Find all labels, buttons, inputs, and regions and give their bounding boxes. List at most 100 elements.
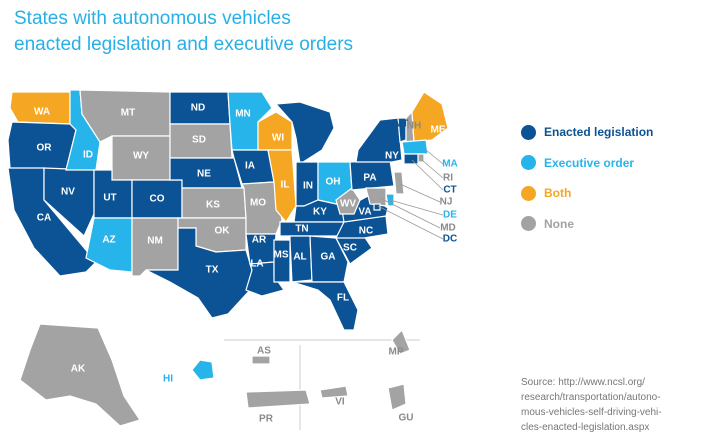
state-ga[interactable] (309, 235, 349, 283)
state-label-ks: KS (206, 200, 220, 211)
state-ct[interactable] (403, 153, 419, 165)
state-label-nh: NH (407, 121, 421, 132)
state-mp[interactable] (391, 328, 411, 355)
state-label-ct: CT (443, 185, 456, 196)
state-as[interactable] (251, 355, 271, 365)
state-label-or: OR (37, 143, 53, 154)
state-label-nm: NM (147, 236, 163, 247)
state-label-il: IL (281, 180, 290, 191)
legend-label-enacted: Enacted legislation (544, 125, 654, 140)
state-ny[interactable] (355, 117, 403, 163)
state-dc[interactable] (373, 203, 381, 211)
state-label-ut: UT (103, 193, 116, 204)
state-label-ok: OK (215, 226, 231, 237)
source-line-1: Source: http://www.ncsl.org/ (521, 377, 645, 388)
state-fl[interactable] (291, 281, 359, 331)
state-label-mt: MT (121, 108, 135, 119)
state-label-la: LA (250, 259, 263, 270)
source-note: Source: http://www.ncsl.org/ research/tr… (521, 375, 701, 435)
state-label-mi: MI (314, 153, 325, 164)
state-label-de: DE (443, 210, 457, 221)
state-label-wv: WV (340, 199, 356, 210)
state-label-nj: NJ (440, 197, 453, 208)
state-label-va: VA (358, 207, 371, 218)
state-label-mn: MN (235, 109, 251, 120)
state-label-mp: MP (389, 347, 404, 358)
state-ma[interactable] (401, 139, 429, 155)
leader-line-nj (399, 183, 441, 203)
state-label-nv: NV (61, 187, 75, 198)
state-label-ky: KY (313, 207, 327, 218)
state-label-id: ID (83, 150, 93, 161)
state-label-ms: MS (274, 250, 289, 261)
states-layer (7, 89, 449, 427)
state-label-gu: GU (399, 413, 414, 424)
state-md[interactable] (365, 187, 387, 207)
state-label-ne: NE (197, 169, 211, 180)
state-tn[interactable] (279, 221, 345, 237)
state-label-ma: MA (442, 159, 458, 170)
state-nm[interactable] (131, 217, 179, 277)
state-label-hi: HI (163, 374, 173, 385)
legend-swatch-enacted (521, 124, 536, 140)
state-label-fl: FL (337, 293, 349, 304)
legend-item-none: None (521, 209, 653, 240)
legend: Enacted legislation Executive order Both… (521, 117, 653, 239)
state-label-ak: AK (71, 364, 86, 375)
state-label-wi: WI (272, 133, 284, 144)
state-label-tn: TN (295, 224, 308, 235)
state-label-ga: GA (321, 252, 336, 263)
state-nj[interactable] (393, 171, 405, 195)
state-label-wy: WY (133, 151, 149, 162)
state-label-tx: TX (206, 265, 219, 276)
state-label-as: AS (257, 346, 271, 357)
state-wv[interactable] (335, 187, 361, 215)
state-pr[interactable] (245, 389, 311, 409)
state-ak[interactable] (19, 323, 141, 427)
leader-line-ct (411, 159, 444, 191)
state-label-sc: SC (343, 243, 357, 254)
state-hi[interactable] (191, 359, 215, 381)
state-label-az: AZ (102, 235, 115, 246)
state-label-nc: NC (359, 226, 373, 237)
legend-label-both: Both (544, 186, 572, 201)
state-label-md: MD (440, 223, 456, 234)
title-line-1: States with autonomous vehicles (14, 8, 291, 29)
state-gu[interactable] (387, 383, 407, 411)
state-label-dc: DC (443, 234, 457, 245)
leader-line-md (379, 197, 441, 229)
state-vi[interactable] (319, 385, 349, 399)
state-label-ny: NY (385, 151, 399, 162)
leader-line-dc (377, 205, 444, 240)
state-mi[interactable] (274, 101, 335, 165)
state-label-vt: VT (396, 119, 409, 130)
state-label-ri: RI (443, 173, 453, 184)
legend-label-executive: Executive order (544, 155, 635, 170)
source-line-2: research/transportation/autono- (521, 392, 661, 403)
state-label-co: CO (150, 194, 165, 205)
map-title: States with autonomous vehicles enacted … (14, 6, 434, 58)
state-ms[interactable] (273, 239, 291, 283)
state-al[interactable] (289, 235, 313, 283)
state-label-oh: OH (326, 177, 341, 188)
source-line-3: mous-vehicles-self-driving-vehi- (521, 407, 662, 418)
state-label-sd: SD (192, 135, 206, 146)
state-label-nd: ND (191, 103, 205, 114)
state-label-wa: WA (34, 107, 50, 118)
state-label-vi: VI (335, 397, 345, 408)
source-line-4: cles-enacted-legislation.aspx (521, 422, 650, 433)
leader-line-de (389, 199, 444, 216)
state-label-mo: MO (250, 198, 266, 209)
legend-item-executive: Executive order (521, 148, 653, 179)
state-label-pr: PR (259, 414, 274, 425)
state-label-pa: PA (363, 173, 376, 184)
legend-swatch-both (521, 185, 536, 201)
state-label-ca: CA (37, 213, 51, 224)
legend-label-none: None (544, 216, 574, 231)
legend-swatch-none (521, 216, 536, 232)
state-label-ia: IA (245, 161, 255, 172)
labels-layer: WA OR CA NV ID MT WY UT CO AZ NM ND SD NE KS OK TX MN IA MO… (34, 103, 458, 425)
leader-line-ri (421, 159, 444, 179)
state-label-me: ME (431, 125, 446, 136)
